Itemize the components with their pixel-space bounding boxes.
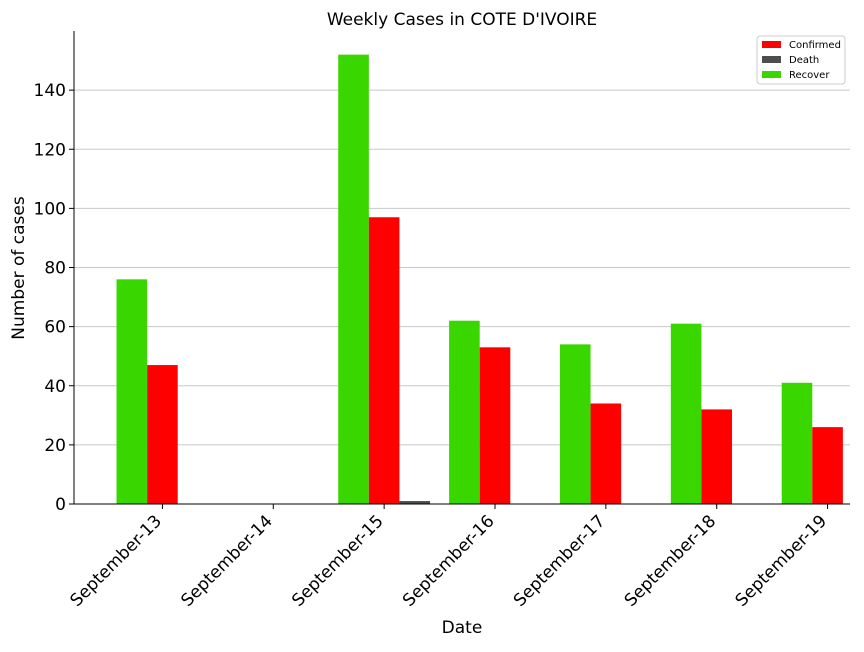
y-tick-label: 140	[34, 81, 66, 101]
bar-recover	[338, 54, 369, 505]
bar-confirmed	[812, 427, 843, 504]
legend-label-recover: Recover	[789, 70, 830, 81]
y-tick-label: 60	[44, 318, 66, 338]
bar-recover	[670, 323, 702, 504]
x-tick-label: September-14	[177, 511, 276, 610]
bar-recover	[781, 382, 813, 504]
x-tick-label: September-13	[67, 511, 166, 610]
bars	[116, 54, 843, 505]
bar-death	[399, 501, 431, 504]
y-axis-label: Number of cases	[9, 196, 29, 340]
y-tick-label: 0	[55, 495, 66, 515]
y-tick-label: 80	[44, 259, 66, 279]
x-tick-label: September-16	[399, 511, 498, 610]
legend-label-confirmed: Confirmed	[789, 40, 841, 51]
bar-confirmed	[701, 409, 733, 504]
chart-title: Weekly Cases in COTE D'IVOIRE	[327, 10, 597, 30]
bar-confirmed	[479, 347, 511, 504]
bar-recover	[449, 320, 480, 504]
bar-recover	[559, 344, 591, 504]
x-axis-label: Date	[442, 618, 483, 638]
y-tick-label: 40	[44, 377, 66, 397]
y-tick-label: 20	[44, 436, 66, 456]
x-tick-label: September-19	[732, 511, 831, 610]
legend-swatch-recover	[762, 71, 781, 78]
bar-confirmed	[147, 365, 178, 504]
x-tick-label: September-17	[510, 511, 609, 610]
legend: Confirmed Death Recover	[756, 35, 846, 85]
bar-recover	[116, 279, 148, 504]
legend-swatch-death	[762, 56, 781, 63]
y-tick-label: 120	[34, 140, 66, 160]
x-tick-label: September-18	[621, 511, 720, 610]
bar-confirmed	[590, 403, 622, 504]
bar-confirmed	[368, 217, 400, 504]
y-tick-label: 100	[34, 199, 66, 219]
legend-swatch-confirmed	[762, 41, 781, 48]
x-tick-label: September-15	[288, 511, 387, 610]
legend-label-death: Death	[789, 55, 819, 66]
